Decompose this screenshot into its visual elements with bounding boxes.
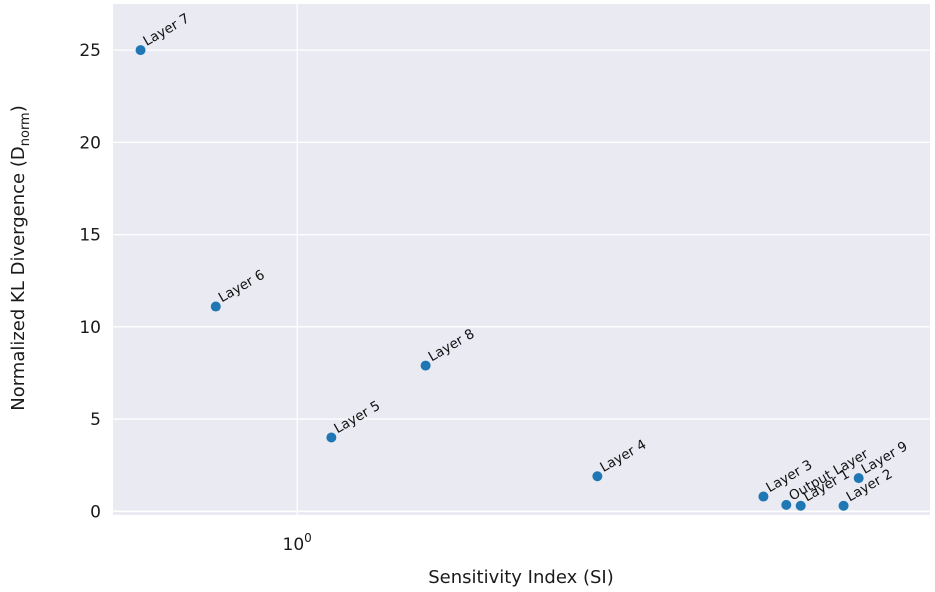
y-tick-label: 25 — [79, 41, 101, 61]
data-point — [135, 45, 146, 56]
y-tick-label: 0 — [90, 502, 101, 522]
y-tick-label: 5 — [90, 410, 101, 430]
y-axis-label-subscript: norm — [18, 112, 33, 146]
plot-background — [113, 4, 930, 515]
data-point — [758, 491, 769, 502]
y-tick-label: 20 — [79, 133, 101, 153]
y-axis-label-close: ) — [8, 105, 29, 112]
x-axis-ticks: 100 — [283, 531, 312, 555]
data-point — [853, 473, 864, 484]
data-point — [592, 471, 603, 482]
data-point — [781, 499, 792, 510]
x-tick-label: 100 — [283, 531, 312, 555]
data-point — [326, 432, 337, 443]
y-axis-label: Normalized KL Divergence (Dnorm) — [8, 105, 33, 411]
y-tick-label: 15 — [79, 226, 101, 246]
y-tick-label: 10 — [79, 318, 101, 338]
data-point — [838, 500, 849, 511]
x-axis-label: Sensitivity Index (SI) — [428, 567, 613, 588]
data-point — [210, 301, 221, 312]
gridlines — [113, 4, 930, 515]
data-point — [420, 360, 431, 371]
y-axis-label-main: Normalized KL Divergence (D — [8, 146, 29, 411]
y-axis-ticks: 0 5 10 15 20 25 — [79, 41, 101, 522]
data-point — [795, 500, 806, 511]
